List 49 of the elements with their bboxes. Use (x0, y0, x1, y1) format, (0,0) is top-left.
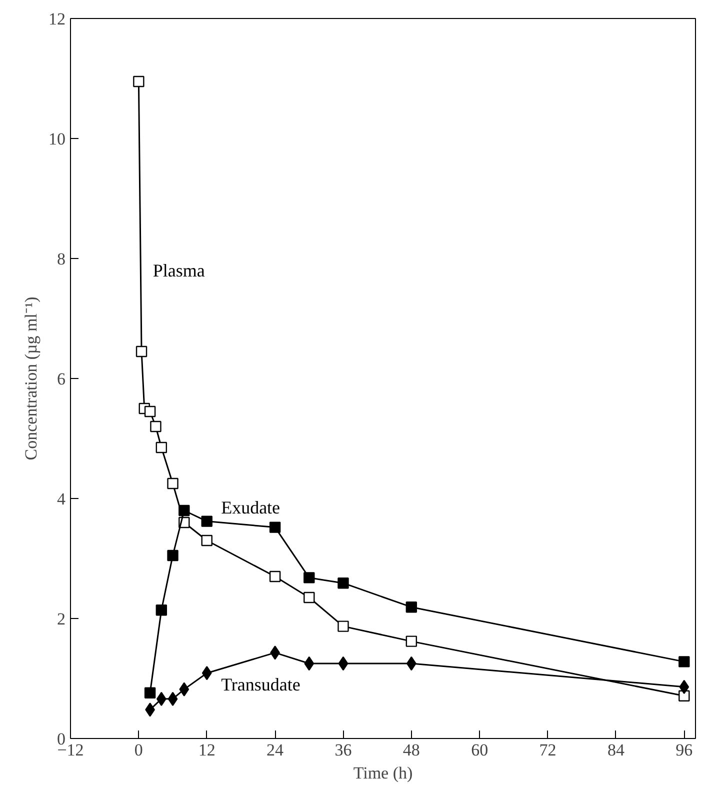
series-label: Plasma (152, 260, 205, 280)
point (156, 692, 166, 706)
point (156, 604, 168, 616)
point (156, 442, 168, 454)
x-tick-label: 48 (402, 740, 420, 760)
y-tick-label: 10 (48, 130, 66, 148)
y-tick-label: 8 (57, 250, 66, 268)
point (338, 620, 349, 632)
point (150, 420, 162, 432)
point (406, 636, 418, 647)
series-label: Transudate (221, 674, 300, 694)
x-tick-label: 72 (539, 740, 556, 760)
point (338, 656, 348, 671)
x-tick-label: 24 (266, 740, 284, 760)
point (178, 504, 190, 516)
point (338, 578, 349, 589)
point (269, 522, 281, 533)
x-axis-title: Time (h) (353, 764, 413, 782)
point (167, 550, 178, 562)
point (133, 76, 144, 88)
series-label: Exudate (221, 498, 280, 518)
point (679, 680, 690, 694)
y-tick-label: 12 (48, 10, 66, 28)
point (406, 602, 418, 613)
point (201, 534, 212, 546)
point (304, 656, 314, 671)
point (678, 656, 690, 668)
x-tick-label: 36 (334, 740, 352, 760)
x-tick-label: 12 (198, 740, 216, 760)
point (202, 666, 212, 680)
point (144, 687, 156, 698)
point (136, 346, 148, 358)
y-tick-label: 4 (57, 490, 66, 508)
point (167, 478, 178, 490)
y-tick-label: 2 (57, 610, 66, 628)
point (269, 570, 281, 582)
point (179, 682, 190, 696)
point (304, 572, 315, 584)
point (304, 592, 315, 604)
point (201, 516, 212, 527)
y-tick-label: 6 (57, 370, 66, 388)
x-tick-label: 84 (607, 740, 625, 760)
x-tick-label: 96 (676, 740, 693, 760)
point (168, 692, 178, 706)
x-tick-label: 60 (471, 740, 488, 760)
y-axis-title: Concentration (µg ml⁻¹) (22, 296, 40, 460)
point (406, 656, 416, 671)
x-tick-label: 0 (134, 740, 143, 760)
point (144, 406, 156, 418)
